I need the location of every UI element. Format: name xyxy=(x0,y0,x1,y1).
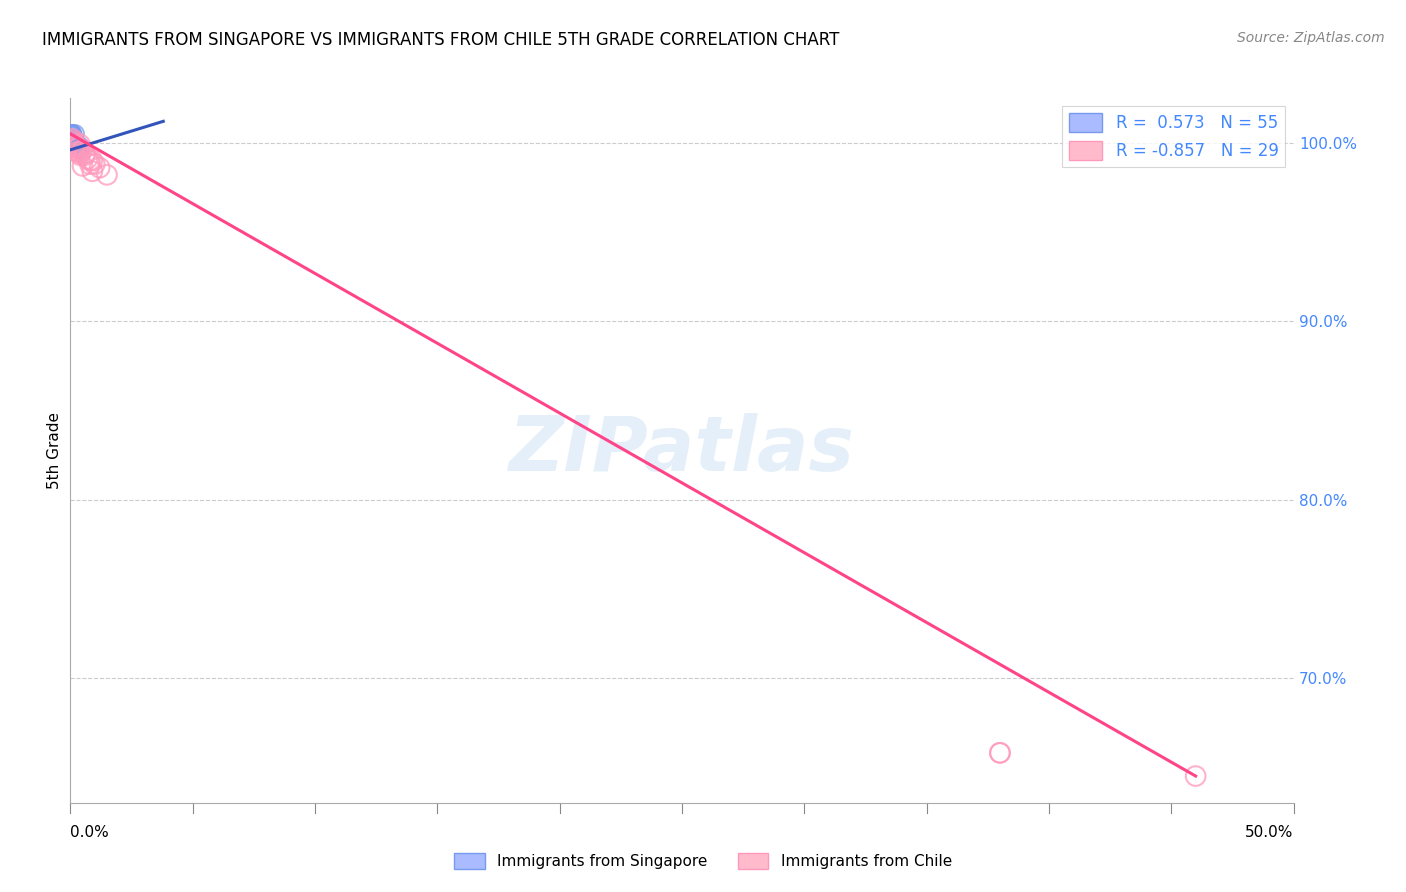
Legend: R =  0.573   N = 55, R = -0.857   N = 29: R = 0.573 N = 55, R = -0.857 N = 29 xyxy=(1063,106,1285,167)
Point xyxy=(66,141,89,155)
Point xyxy=(60,127,83,141)
Point xyxy=(66,141,89,155)
Point xyxy=(62,132,84,146)
Point xyxy=(63,139,86,153)
Point xyxy=(60,127,83,141)
Point xyxy=(63,132,86,146)
Point xyxy=(66,139,89,153)
Point xyxy=(73,148,96,162)
Point xyxy=(66,141,89,155)
Point xyxy=(67,139,90,153)
Point xyxy=(62,134,84,148)
Point xyxy=(60,132,83,146)
Point xyxy=(69,146,91,161)
Point xyxy=(69,148,91,162)
Point xyxy=(63,139,86,153)
Point xyxy=(65,141,87,155)
Point xyxy=(60,127,83,141)
Point xyxy=(62,130,84,145)
Point xyxy=(62,137,84,152)
Point xyxy=(60,127,83,141)
Point xyxy=(79,153,101,168)
Point xyxy=(62,128,84,143)
Point xyxy=(62,134,84,148)
Point xyxy=(63,137,86,152)
Point xyxy=(79,157,101,171)
Point xyxy=(63,137,86,152)
Point xyxy=(65,137,87,152)
Point xyxy=(66,145,89,159)
Point xyxy=(62,127,84,141)
Point xyxy=(63,134,86,148)
Point xyxy=(82,164,104,178)
Point xyxy=(63,141,86,155)
Point xyxy=(69,143,91,157)
Point xyxy=(63,134,86,148)
Point xyxy=(63,139,86,153)
Y-axis label: 5th Grade: 5th Grade xyxy=(46,412,62,489)
Point xyxy=(63,136,86,150)
Point xyxy=(62,134,84,148)
Point xyxy=(1184,769,1206,783)
Text: Source: ZipAtlas.com: Source: ZipAtlas.com xyxy=(1237,31,1385,45)
Point xyxy=(73,146,96,161)
Point xyxy=(62,134,84,148)
Point xyxy=(69,137,91,152)
Point xyxy=(60,136,83,150)
Point xyxy=(63,132,86,146)
Point xyxy=(63,134,86,148)
Text: 50.0%: 50.0% xyxy=(1246,825,1294,840)
Point xyxy=(66,141,89,155)
Point xyxy=(60,127,83,141)
Point xyxy=(63,137,86,152)
Point xyxy=(62,132,84,146)
Legend: Immigrants from Singapore, Immigrants from Chile: Immigrants from Singapore, Immigrants fr… xyxy=(449,847,957,875)
Point xyxy=(60,127,83,141)
Point xyxy=(82,153,104,168)
Text: ZIPatlas: ZIPatlas xyxy=(509,414,855,487)
Point xyxy=(60,127,83,141)
Point xyxy=(60,127,83,141)
Point xyxy=(72,159,94,173)
Point xyxy=(60,127,83,141)
Point xyxy=(96,168,118,182)
Point xyxy=(988,746,1011,760)
Point xyxy=(65,139,87,153)
Text: 0.0%: 0.0% xyxy=(70,825,110,840)
Point xyxy=(63,137,86,152)
Point xyxy=(988,746,1011,760)
Point xyxy=(62,137,84,152)
Point xyxy=(63,139,86,153)
Point xyxy=(63,141,86,155)
Point xyxy=(63,139,86,153)
Point xyxy=(69,145,91,159)
Point xyxy=(62,132,84,146)
Point xyxy=(60,127,83,141)
Point xyxy=(60,127,83,141)
Point xyxy=(63,141,86,155)
Point xyxy=(62,136,84,150)
Point xyxy=(69,139,91,153)
Point xyxy=(63,139,86,153)
Point xyxy=(83,157,105,171)
Text: IMMIGRANTS FROM SINGAPORE VS IMMIGRANTS FROM CHILE 5TH GRADE CORRELATION CHART: IMMIGRANTS FROM SINGAPORE VS IMMIGRANTS … xyxy=(42,31,839,49)
Point xyxy=(60,127,83,141)
Point xyxy=(62,128,84,143)
Point xyxy=(76,152,98,166)
Point xyxy=(62,134,84,148)
Point xyxy=(60,137,83,152)
Point xyxy=(63,127,86,141)
Point xyxy=(62,132,84,146)
Point xyxy=(72,143,94,157)
Point xyxy=(63,137,86,152)
Point xyxy=(63,136,86,150)
Point xyxy=(89,161,111,175)
